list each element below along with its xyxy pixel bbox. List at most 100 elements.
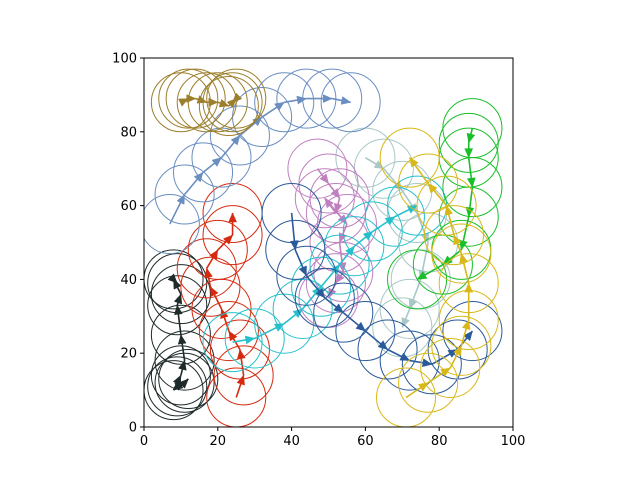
direction-arrow	[232, 92, 243, 103]
agent-circle	[198, 75, 259, 136]
y-tick-label: 20	[120, 347, 137, 362]
direction-arrow	[464, 148, 474, 159]
agent-circle	[294, 168, 355, 229]
direction-arrow	[373, 160, 385, 170]
direction-arrow	[193, 171, 204, 183]
direction-arrow	[244, 335, 256, 345]
direction-arrow	[466, 132, 476, 144]
agent-circle	[379, 278, 440, 339]
direction-arrow	[274, 323, 285, 332]
agent-circle	[335, 301, 396, 362]
direction-arrow	[335, 272, 345, 284]
trajectory-series-1	[144, 249, 219, 421]
agent-circle	[431, 315, 492, 376]
direction-arrow	[296, 95, 308, 105]
direction-arrow	[208, 97, 219, 107]
agent-circle	[176, 238, 237, 299]
trajectory-series-5	[202, 175, 448, 373]
direction-arrow	[211, 157, 222, 167]
direction-arrow	[178, 98, 189, 107]
direction-arrow	[461, 319, 471, 331]
direction-arrow	[377, 340, 388, 350]
direction-arrow	[173, 293, 183, 305]
agent-circle	[423, 205, 484, 266]
direction-arrow	[399, 352, 411, 361]
agent-circle	[420, 337, 481, 398]
agent-circle	[209, 105, 270, 166]
x-tick-label: 0	[140, 434, 148, 449]
direction-arrow	[298, 265, 307, 277]
agent-circle	[438, 186, 499, 247]
agent-circle	[187, 72, 248, 133]
direction-arrow	[355, 321, 366, 332]
direction-arrow	[230, 135, 241, 146]
direction-arrow	[177, 334, 187, 345]
trajectory-series-10	[150, 68, 267, 136]
agent-circle	[272, 278, 333, 339]
direction-arrow	[289, 240, 299, 251]
direction-arrow	[384, 216, 396, 226]
direction-arrow	[427, 183, 438, 194]
direction-arrow	[408, 298, 418, 310]
trajectory-series-8	[375, 127, 499, 427]
agent-circle	[158, 349, 219, 410]
trajectory-series-6	[261, 182, 503, 395]
direction-arrow	[442, 255, 453, 265]
direction-arrow	[210, 286, 219, 297]
agent-circle	[294, 267, 355, 328]
direction-arrow	[322, 94, 333, 103]
y-tick-label: 0	[129, 421, 137, 436]
agent-circle	[202, 312, 263, 373]
agent-circle	[265, 219, 326, 280]
y-tick-label: 60	[120, 199, 137, 214]
agent-circle	[202, 205, 263, 266]
agent-circle	[364, 186, 425, 247]
direction-arrow	[453, 234, 462, 246]
x-tick-label: 40	[283, 434, 300, 449]
direction-arrow	[167, 273, 178, 284]
agent-circle	[213, 345, 274, 406]
x-tick-label: 80	[431, 434, 448, 449]
direction-arrow	[416, 271, 428, 280]
agent-circle	[416, 175, 477, 236]
agent-circle	[438, 112, 499, 173]
agent-circle	[180, 256, 241, 317]
agent-circle	[150, 264, 211, 325]
direction-arrow	[362, 231, 374, 241]
direction-arrow	[174, 304, 183, 315]
direction-arrow	[463, 330, 473, 342]
direction-arrow	[172, 374, 182, 386]
agent-circle	[442, 301, 503, 362]
y-tick-label: 40	[120, 273, 137, 288]
direction-arrow	[464, 282, 474, 293]
agent-circle	[147, 356, 208, 417]
agent-circle	[379, 127, 440, 188]
direction-arrow	[466, 177, 476, 188]
agent-circle	[147, 275, 208, 336]
direction-arrow	[218, 98, 230, 108]
agent-circle	[173, 142, 234, 203]
agent-circle	[154, 352, 215, 413]
trajectory-series-2	[176, 182, 274, 427]
agent-circle	[198, 301, 259, 362]
agent-circle	[206, 367, 267, 427]
direction-arrow	[330, 188, 340, 199]
agent-circle	[144, 194, 200, 255]
direction-arrow	[228, 330, 238, 342]
agent-circle	[442, 157, 503, 218]
direction-arrow	[236, 348, 246, 360]
direction-arrow	[222, 234, 234, 245]
agent-circle	[187, 219, 248, 280]
y-tick-label: 100	[112, 52, 137, 67]
trajectory-series-7	[387, 98, 503, 310]
direction-arrow	[178, 360, 187, 371]
plot-frame	[143, 57, 514, 428]
direction-arrow	[465, 206, 475, 218]
agent-circle	[291, 256, 352, 317]
direction-arrow	[417, 382, 429, 392]
agent-circle	[224, 308, 285, 369]
direction-arrow	[319, 173, 329, 184]
agent-circle	[144, 249, 204, 310]
direction-arrow	[176, 193, 185, 205]
